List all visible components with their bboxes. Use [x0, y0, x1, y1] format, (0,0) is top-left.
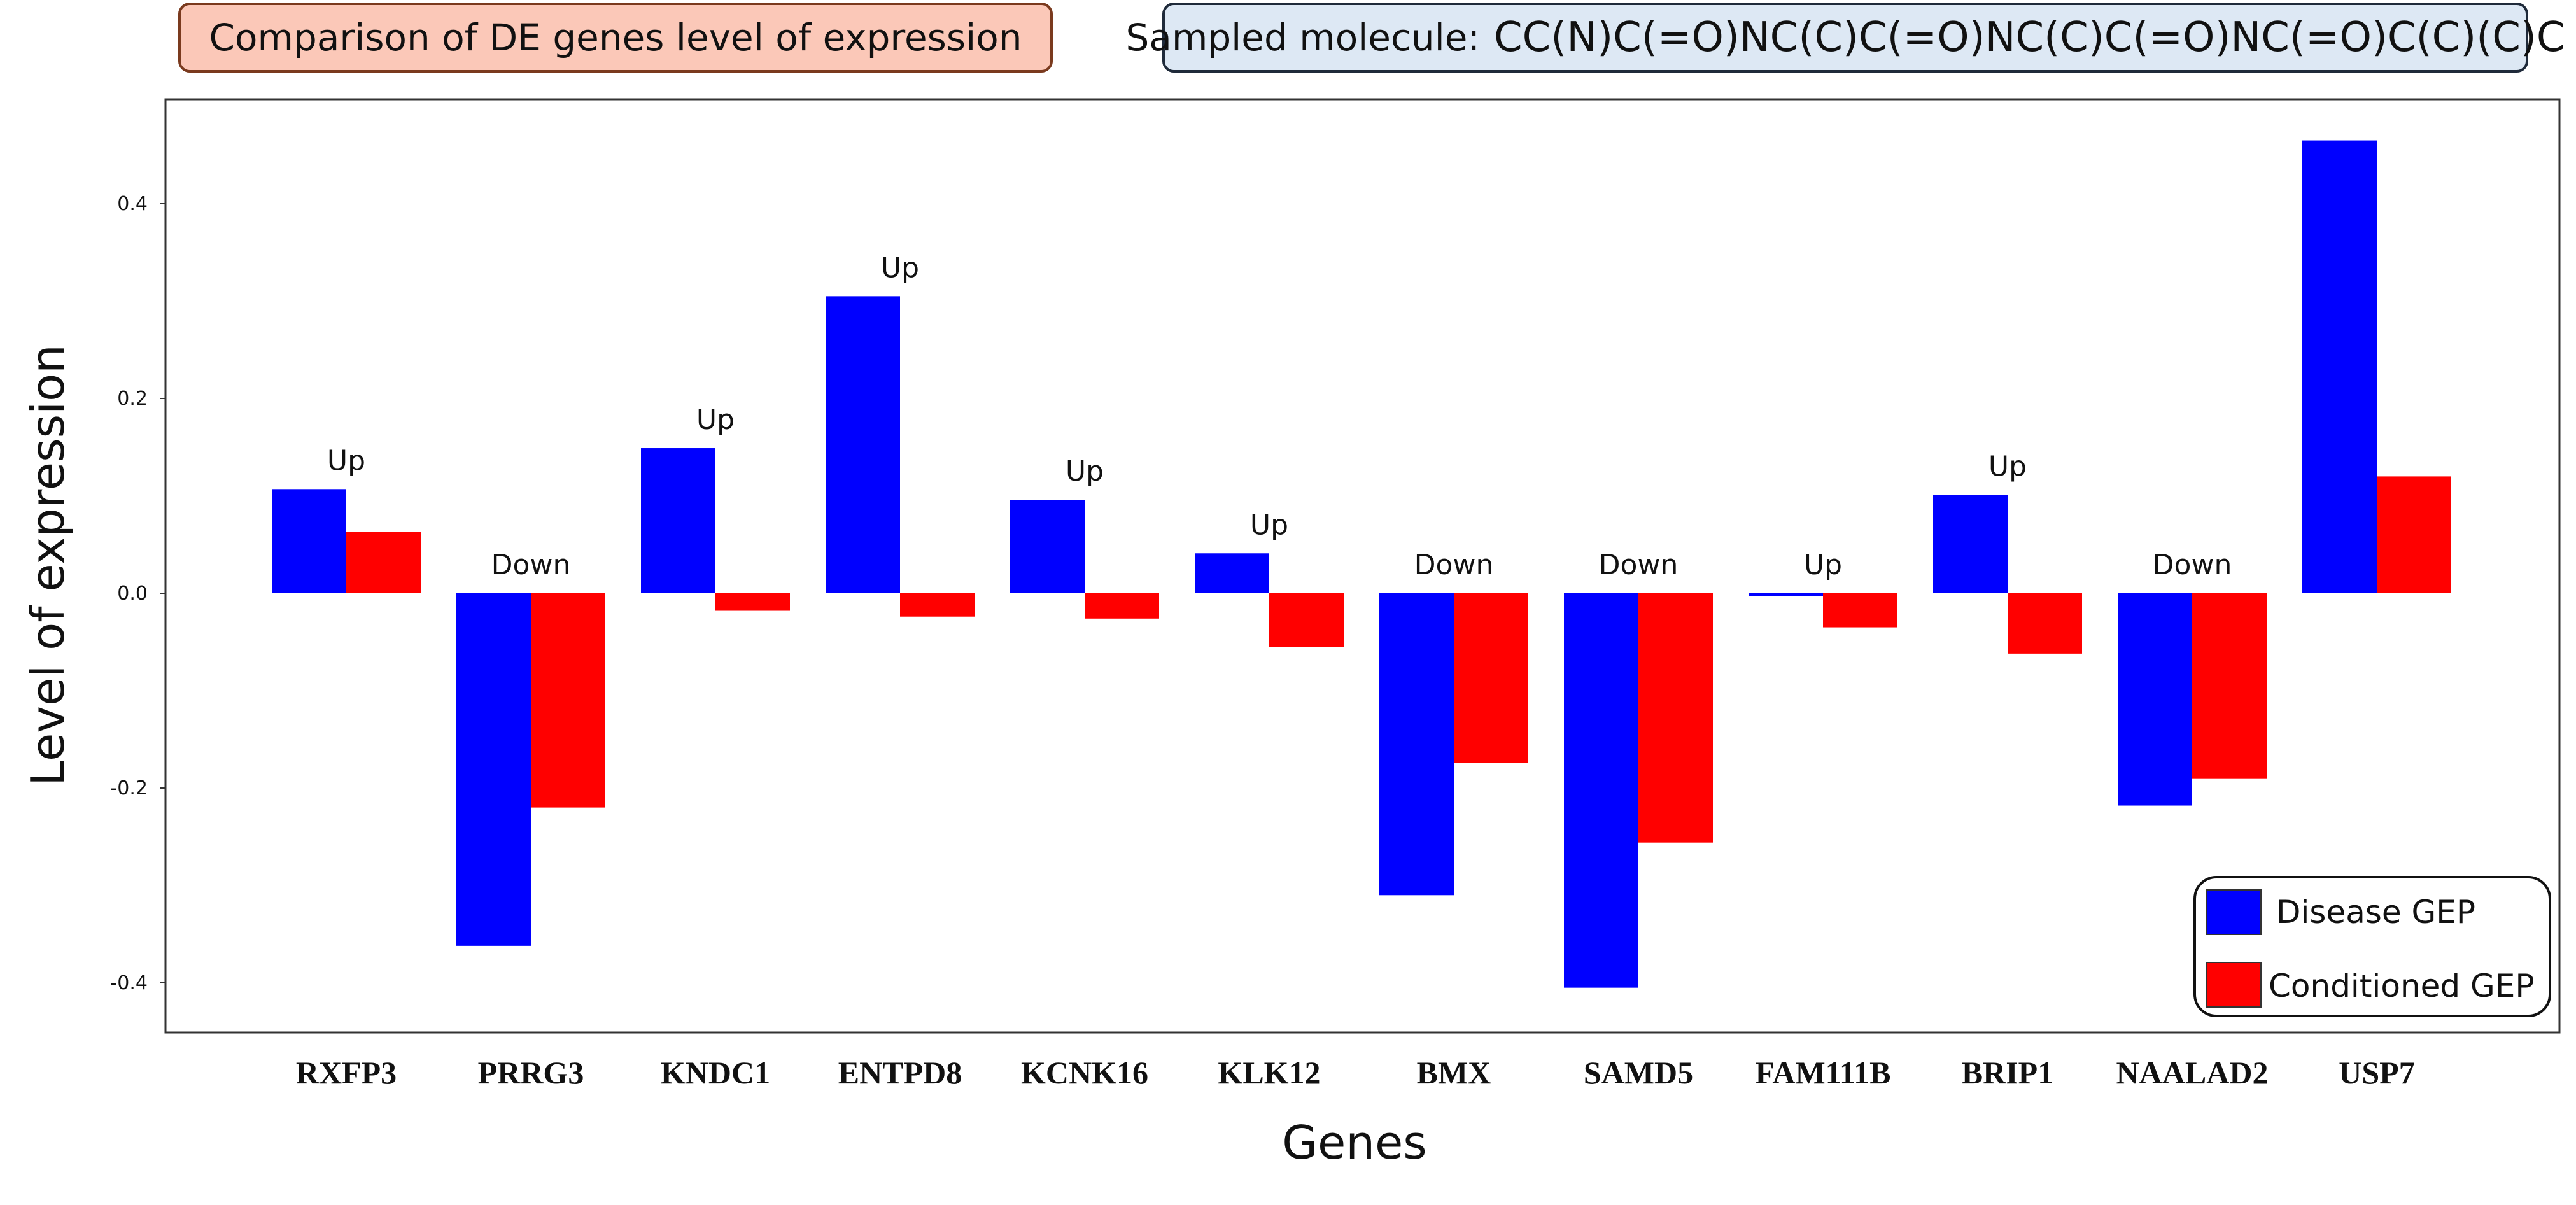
x-tick-label-bmx: BMX	[1417, 1055, 1491, 1090]
bar-conditioned-gep-kcnk16	[1085, 593, 1159, 619]
y-tick-label: 0.4	[117, 193, 148, 215]
x-tick-label-fam111b: FAM111B	[1756, 1055, 1891, 1090]
y-tick-label: 0.2	[117, 388, 148, 410]
bar-disease-gep-usp7	[2302, 140, 2377, 594]
x-tick-label-samd5: SAMD5	[1584, 1055, 1693, 1090]
plot-frame	[164, 98, 2561, 1034]
bar-disease-gep-fam111b	[1749, 593, 1823, 596]
bar-conditioned-gep-prrg3	[531, 593, 605, 808]
direction-label-fam111b: Up	[1804, 549, 1842, 581]
bar-disease-gep-kndc1	[641, 448, 715, 593]
legend-label-disease: Disease GEP	[2276, 894, 2475, 931]
bar-disease-gep-kcnk16	[1010, 500, 1085, 593]
direction-labels: Up Down Up Up Up Up Down Down Up Up Down	[327, 251, 2232, 581]
y-axis: -0.4 -0.2 0.0 0.2 0.4	[110, 193, 165, 994]
bar-conditioned-gep-bmx	[1454, 593, 1528, 763]
legend-frame	[2193, 876, 2551, 1017]
y-tick-label: -0.2	[110, 777, 148, 800]
bar-disease-gep-naalad2	[2118, 593, 2192, 806]
bar-conditioned-gep-klk12	[1269, 593, 1344, 647]
x-tick-label-usp7: USP7	[2339, 1055, 2414, 1090]
molecule-smiles: CC(N)C(=O)NC(C)C(=O)NC(C)C(=O)NC(=O)C(C)…	[1493, 14, 2565, 61]
y-tick-label: 0.0	[117, 582, 148, 605]
x-tick-label-entpd8: ENTPD8	[838, 1055, 962, 1090]
bar-disease-gep-samd5	[1564, 593, 1638, 988]
bar-conditioned-gep-brip1	[2008, 593, 2082, 654]
direction-label-samd5: Down	[1599, 549, 1679, 581]
chart-title: Comparison of DE genes level of expressi…	[209, 16, 1022, 59]
x-tick-label-prrg3: PRRG3	[478, 1055, 584, 1090]
chart-title-box: Comparison of DE genes level of expressi…	[178, 3, 1053, 73]
bar-conditioned-gep-entpd8	[900, 593, 975, 617]
bar-conditioned-gep-kndc1	[715, 593, 790, 611]
bar-conditioned-gep-naalad2	[2192, 593, 2267, 779]
bar-disease-gep-rxfp3	[272, 489, 346, 593]
x-tick-label-rxfp3: RXFP3	[296, 1055, 397, 1090]
direction-label-entpd8: Up	[881, 251, 919, 284]
y-tick-label: -0.4	[110, 972, 148, 994]
bar-conditioned-gep-fam111b	[1823, 593, 1897, 628]
bar-disease-gep-entpd8	[826, 296, 900, 593]
x-axis-title: Genes	[1282, 1116, 1427, 1169]
y-axis-title: Level of expression	[21, 344, 74, 786]
direction-label-brip1: Up	[1988, 450, 2027, 483]
x-tick-label-kcnk16: KCNK16	[1021, 1055, 1148, 1090]
direction-label-kcnk16: Up	[1066, 455, 1104, 488]
bar-conditioned-gep-samd5	[1638, 593, 1713, 843]
x-tick-label-kndc1: KNDC1	[661, 1055, 770, 1090]
direction-label-prrg3: Down	[491, 549, 571, 581]
x-axis: RXFP3 PRRG3 KNDC1 ENTPD8 KCNK16 KLK12 BMX SAMD5…	[296, 1055, 2415, 1090]
bar-disease-gep-klk12	[1195, 553, 1269, 593]
bar-conditioned-gep-rxfp3	[346, 532, 421, 593]
direction-label-kndc1: Up	[696, 404, 735, 436]
molecule-label: Sampled molecule:	[1125, 16, 1480, 59]
bar-conditioned-gep-usp7	[2377, 476, 2451, 593]
direction-label-klk12: Up	[1250, 509, 1288, 541]
sampled-molecule-box: Sampled molecule: CC(N)C(=O)NC(C)C(=O)NC…	[1125, 3, 2565, 73]
bar-disease-gep-brip1	[1933, 495, 2008, 593]
direction-label-rxfp3: Up	[327, 444, 365, 477]
x-tick-label-naalad2: NAALAD2	[2116, 1055, 2269, 1090]
bar-disease-gep-prrg3	[456, 593, 531, 946]
legend-swatch-conditioned	[2206, 962, 2262, 1008]
legend-label-conditioned: Conditioned GEP	[2269, 968, 2534, 1004]
direction-label-bmx: Down	[1414, 549, 1494, 581]
direction-label-naalad2: Down	[2153, 549, 2232, 581]
x-tick-label-brip1: BRIP1	[1962, 1055, 2053, 1090]
bars	[272, 140, 2451, 988]
legend-swatch-disease	[2206, 889, 2262, 935]
x-tick-label-klk12: KLK12	[1218, 1055, 1320, 1090]
bar-disease-gep-bmx	[1379, 593, 1454, 896]
legend: Disease GEP Conditioned GEP	[2193, 876, 2551, 1017]
